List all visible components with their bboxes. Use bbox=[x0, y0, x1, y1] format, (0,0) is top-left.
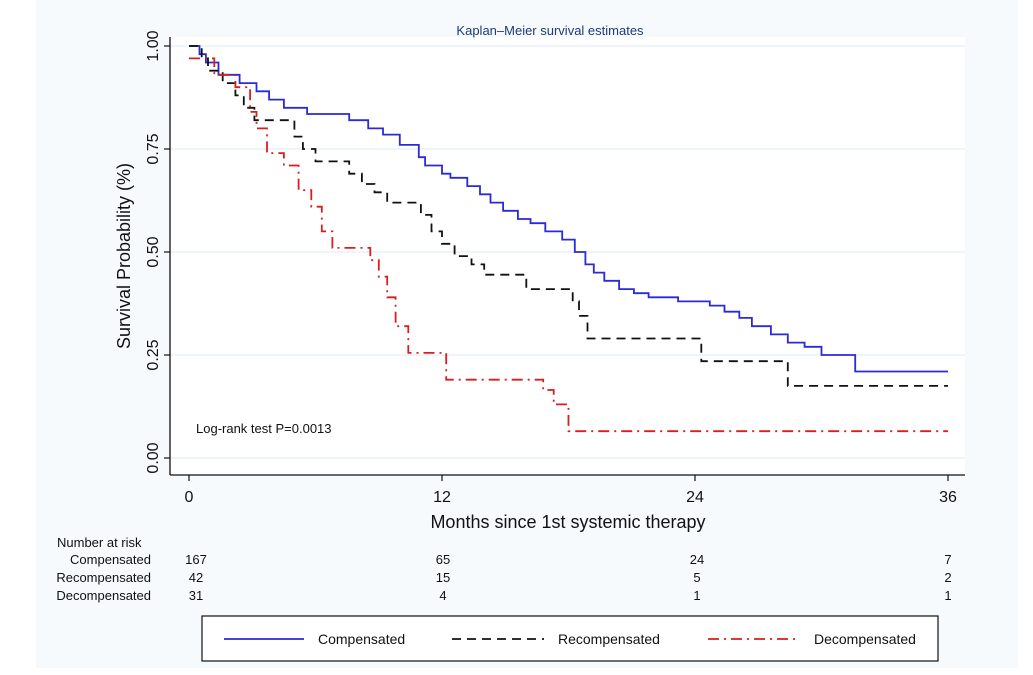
chart-title: Kaplan–Meier survival estimates bbox=[456, 23, 644, 38]
y-tick-label: 0.75 bbox=[145, 133, 162, 164]
legend-entries: Compensated Recompensated Decompensated bbox=[224, 631, 916, 647]
risk-value: 7 bbox=[944, 552, 951, 567]
risk-value: 4 bbox=[439, 588, 446, 603]
curve-compensated bbox=[189, 45, 948, 373]
risk-value: 65 bbox=[436, 552, 450, 567]
x-tick-label: 12 bbox=[433, 489, 451, 506]
survival-curves bbox=[189, 45, 948, 433]
curve-decompensated bbox=[189, 57, 948, 433]
risk-value: 42 bbox=[189, 570, 203, 585]
risk-value: 31 bbox=[189, 588, 203, 603]
risk-value: 2 bbox=[944, 570, 951, 585]
x-tick-label: 0 bbox=[185, 489, 194, 506]
risk-row-label: Compensated bbox=[70, 552, 151, 567]
legend-label-decompensated: Decompensated bbox=[814, 631, 916, 647]
log-rank-annotation: Log-rank test P=0.0013 bbox=[196, 421, 332, 436]
x-axis-label: Months since 1st systemic therapy bbox=[430, 512, 705, 532]
y-tick-label: 0.00 bbox=[145, 442, 162, 473]
legend: Compensated Recompensated Decompensated bbox=[201, 615, 939, 662]
x-tick-label: 24 bbox=[686, 489, 704, 506]
x-tick-label: 36 bbox=[939, 489, 957, 506]
risk-value: 167 bbox=[185, 552, 207, 567]
risk-value: 1 bbox=[693, 588, 700, 603]
risk-row-label: Decompensated bbox=[56, 588, 151, 603]
risk-table-rows: Compensated 167 65 24 7 Recompensated 42 15 5 2 De… bbox=[56, 552, 951, 603]
ticks: 0.00 0.25 0.50 0.75 1.00 0 12 24 36 bbox=[145, 30, 957, 506]
y-tick-label: 0.50 bbox=[145, 236, 162, 267]
risk-table: Number at risk Compensated 167 65 24 7Recomp… bbox=[56, 535, 951, 603]
legend-label-recompensated: Recompensated bbox=[558, 631, 660, 647]
risk-value: 24 bbox=[690, 552, 704, 567]
y-tick-label: 0.25 bbox=[145, 339, 162, 370]
risk-table-header: Number at risk bbox=[57, 535, 142, 550]
risk-value: 5 bbox=[693, 570, 700, 585]
risk-value: 1 bbox=[944, 588, 951, 603]
axes bbox=[169, 37, 965, 476]
y-tick-label: 1.00 bbox=[145, 30, 162, 61]
y-axis-label: Survival Probability (%) bbox=[114, 163, 134, 349]
risk-value: 15 bbox=[436, 570, 450, 585]
legend-label-compensated: Compensated bbox=[318, 631, 405, 647]
risk-row-label: Recompensated bbox=[56, 570, 151, 585]
plot-area bbox=[170, 37, 965, 475]
legend-box bbox=[201, 615, 939, 662]
